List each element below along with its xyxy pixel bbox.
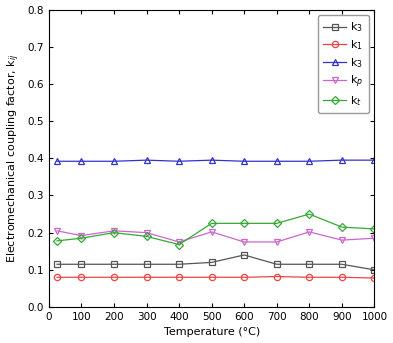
Legend: k$_{3}$, k$_{1}$, k$_{3}$, k$_{p}$, k$_{t}$: k$_{3}$, k$_{1}$, k$_{3}$, k$_{p}$, k$_{…: [318, 15, 369, 114]
X-axis label: Temperature (°C): Temperature (°C): [163, 328, 260, 338]
Y-axis label: Electromechanical coupling factor, k$_{ij}$: Electromechanical coupling factor, k$_{i…: [6, 54, 22, 263]
